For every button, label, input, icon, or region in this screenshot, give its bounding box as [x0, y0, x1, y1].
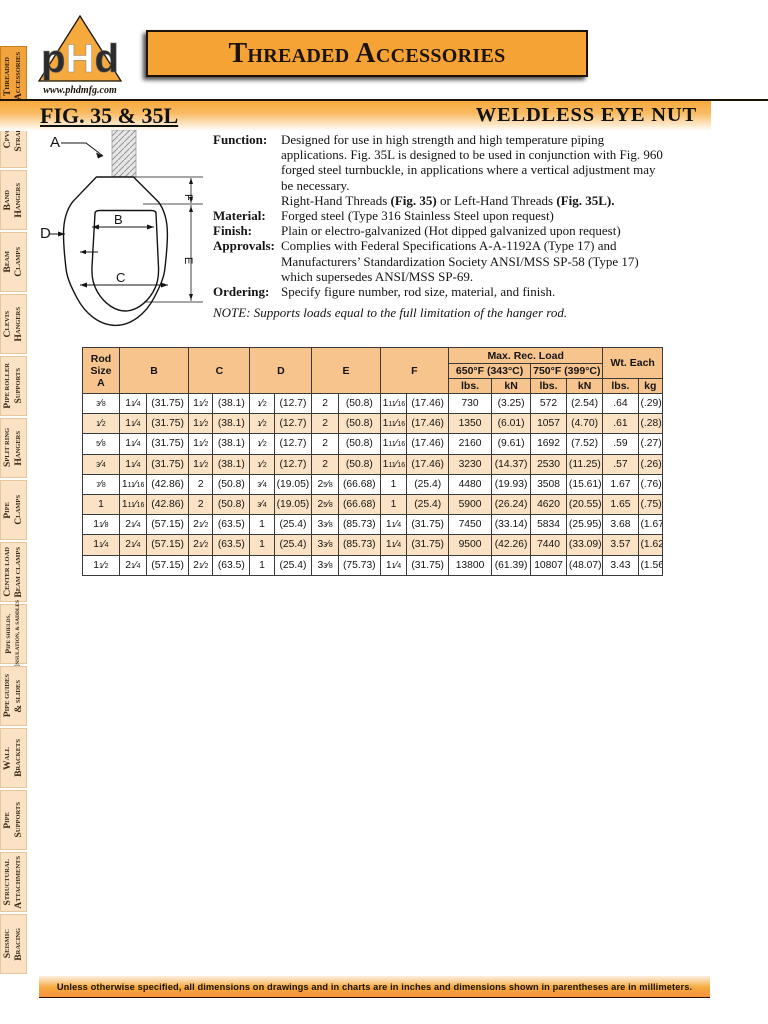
- svg-text:E: E: [182, 257, 194, 264]
- svg-text:D: D: [40, 225, 51, 242]
- svg-text:www.phdmfg.com: www.phdmfg.com: [43, 85, 117, 96]
- svg-text:F: F: [182, 194, 194, 201]
- svg-text:pHd: pHd: [41, 37, 119, 81]
- svg-text:A: A: [50, 134, 60, 151]
- svg-text:C: C: [116, 270, 125, 285]
- svg-text:B: B: [114, 212, 123, 227]
